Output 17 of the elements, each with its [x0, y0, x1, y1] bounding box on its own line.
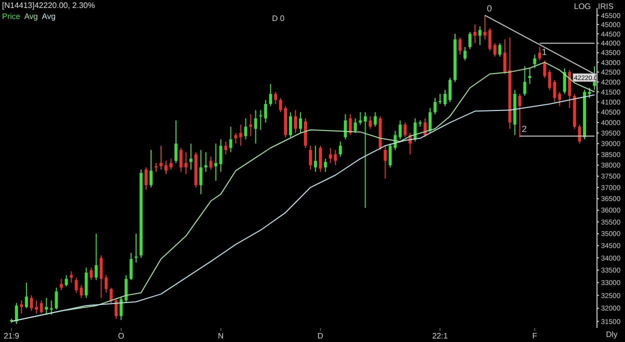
- annotation: D 0: [272, 14, 284, 23]
- series-label: 2: [522, 124, 527, 134]
- x-tick-label: F: [532, 332, 538, 341]
- x-tick-label: 22:1: [432, 332, 448, 341]
- x-tick-label: 21:9: [4, 332, 20, 341]
- text: IRIS: [598, 2, 614, 11]
- x-tick-label: D: [318, 332, 324, 341]
- text: Avg: [42, 12, 56, 21]
- text: Price: [2, 12, 20, 21]
- text: Avg: [24, 12, 38, 21]
- x-tick-label: O: [118, 332, 124, 341]
- chart-title: [N14413]42220.00, 2.30%: [2, 1, 95, 10]
- x-tick-label: N: [218, 332, 224, 341]
- series-label: 1: [542, 47, 547, 58]
- text: Dly: [606, 330, 618, 339]
- annotation: LOG: [574, 2, 591, 11]
- series-label: 0: [486, 3, 492, 14]
